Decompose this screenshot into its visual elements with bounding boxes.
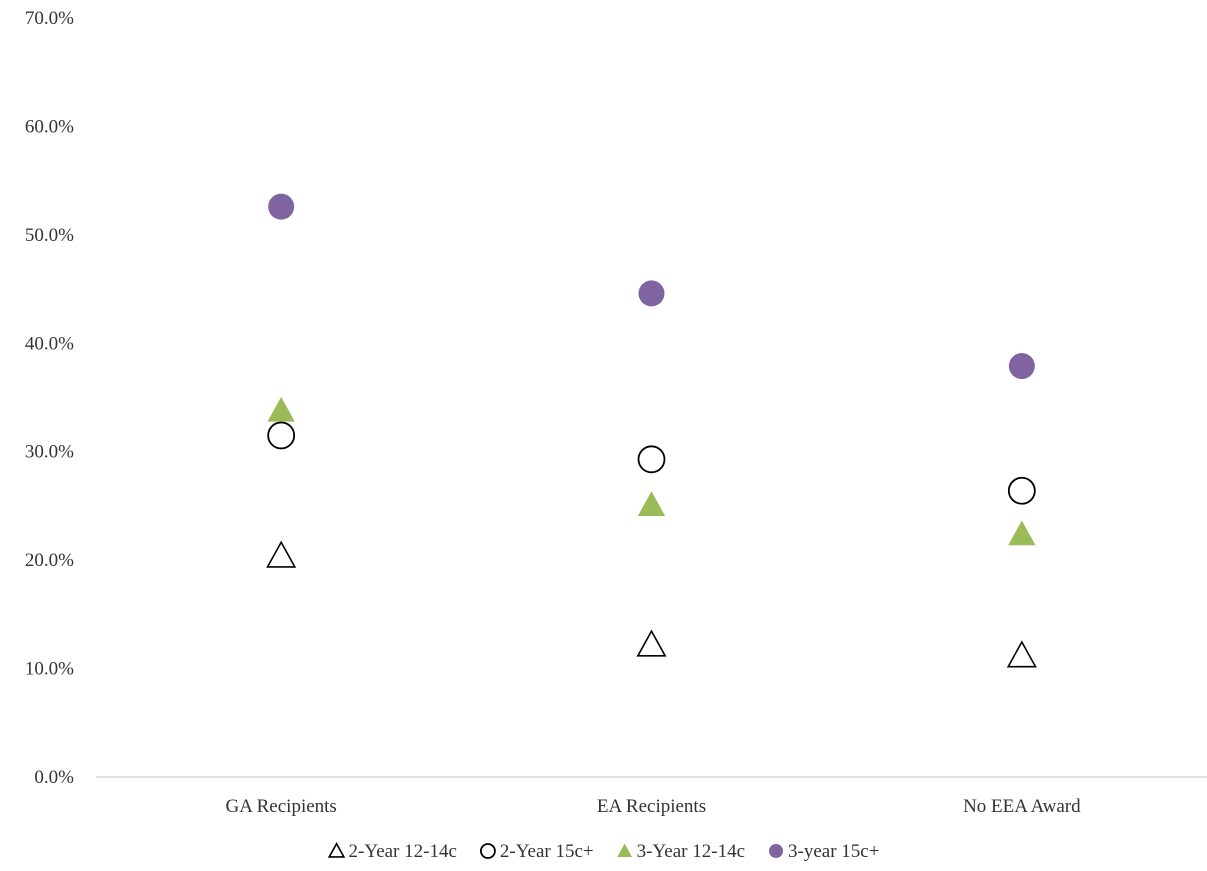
data-point	[1007, 476, 1036, 505]
y-tick-label: 70.0%	[25, 8, 74, 29]
y-axis-ticks: 0.0% 10.0% 20.0% 30.0% 40.0% 50.0% 60.0% 70.0%	[25, 8, 74, 788]
data-point	[637, 491, 666, 516]
y-tick-label: 60.0%	[25, 116, 74, 137]
data-point	[268, 193, 295, 220]
legend-label: 2-Year 12-14c	[349, 841, 457, 862]
data-markers	[266, 193, 1037, 668]
data-point	[636, 629, 667, 657]
legend-marker	[480, 843, 496, 859]
legend-label: 3-Year 12-14c	[637, 841, 745, 862]
x-axis-categories: GA Recipients EA Recipients No EEA Award	[225, 796, 1081, 817]
x-category-label: GA Recipients	[225, 796, 336, 817]
y-tick-label: 0.0%	[34, 767, 74, 788]
x-category-label: EA Recipients	[597, 796, 706, 817]
data-point	[267, 396, 295, 422]
legend-label: 3-year 15c+	[788, 841, 879, 862]
legend: 2-Year 12-14c 2-Year 15c+ 3-Year 12-14c 3-y…	[327, 841, 879, 862]
data-point	[266, 540, 297, 568]
legend-marker	[617, 843, 633, 857]
y-tick-label: 40.0%	[25, 333, 74, 354]
legend-marker	[769, 844, 784, 858]
legend-label: 2-Year 15c+	[500, 841, 594, 862]
data-point	[637, 445, 666, 474]
data-point	[1008, 353, 1035, 380]
x-category-label: No EEA Award	[963, 796, 1081, 817]
y-tick-label: 20.0%	[25, 550, 74, 571]
y-tick-label: 30.0%	[25, 442, 74, 463]
y-tick-label: 50.0%	[25, 225, 74, 246]
legend-marker	[327, 842, 346, 858]
data-point	[1006, 640, 1037, 668]
data-point	[638, 280, 665, 307]
data-point	[1008, 520, 1036, 546]
y-tick-label: 10.0%	[25, 659, 74, 680]
data-point	[267, 421, 296, 450]
